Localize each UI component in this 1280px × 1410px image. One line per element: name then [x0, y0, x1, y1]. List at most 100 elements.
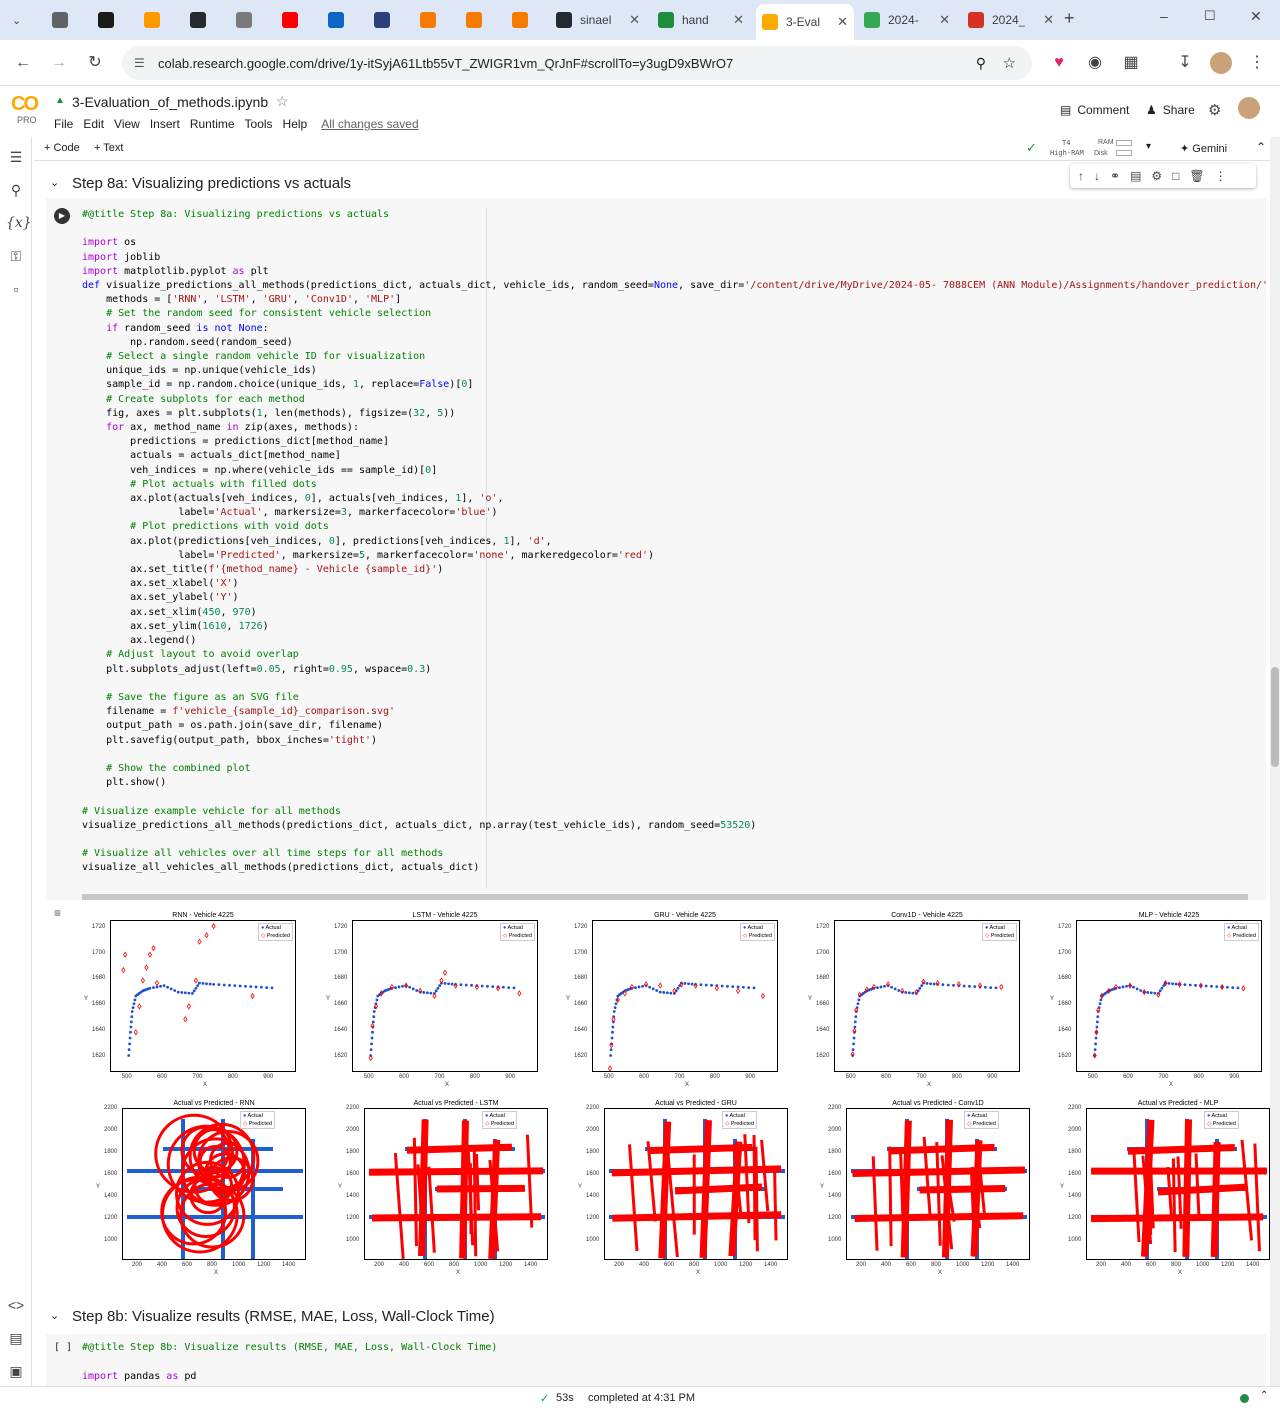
actual-point: [370, 1036, 374, 1040]
y-axis-label: Y: [96, 1184, 101, 1190]
browser-tab[interactable]: [92, 6, 128, 34]
x-tick-label: 1200: [1221, 1262, 1235, 1268]
new-tab-button[interactable]: +: [1064, 8, 1075, 28]
browser-tab[interactable]: [184, 6, 220, 34]
browser-tab[interactable]: hand ✕: [652, 6, 750, 34]
browser-tab[interactable]: [506, 6, 542, 34]
notebook-title[interactable]: 3-Evaluation_of_methods.ipynb: [72, 94, 269, 110]
terminal-icon[interactable]: ▣: [9, 1363, 23, 1379]
key-icon[interactable]: ⚿: [10, 248, 22, 264]
site-info-icon[interactable]: ☰: [134, 56, 145, 70]
pocket-icon[interactable]: ♥: [1054, 54, 1064, 71]
browser-tab[interactable]: 2024_ ✕: [962, 6, 1060, 34]
reload-button[interactable]: ↻: [88, 54, 102, 71]
menu-tools[interactable]: Tools: [244, 117, 273, 131]
minimize-button[interactable]: –: [1160, 8, 1168, 24]
browser-tab[interactable]: 2024- ✕: [858, 6, 956, 34]
menu-runtime[interactable]: Runtime: [189, 117, 235, 131]
avatar[interactable]: [1238, 97, 1260, 119]
menu-file[interactable]: File: [54, 117, 74, 131]
maximize-button[interactable]: ☐: [1204, 8, 1216, 23]
delete-icon[interactable]: 🗑: [1189, 169, 1205, 183]
more-icon[interactable]: ⋮: [1214, 169, 1227, 183]
run-cell-icon[interactable]: ▶: [54, 208, 70, 224]
variables-icon[interactable]: {x}: [6, 215, 32, 231]
y-tick-label: 1000: [1068, 1237, 1082, 1243]
move-up-icon[interactable]: ↑: [1078, 169, 1084, 183]
forward-button[interactable]: →: [51, 54, 67, 71]
toc-icon[interactable]: ☰: [9, 149, 23, 165]
runtime-dropdown[interactable]: ▾: [1146, 141, 1152, 152]
code-cell-8b[interactable]: [ ] #@title Step 8b: Visualize results (…: [46, 1334, 1266, 1386]
tab-close-icon[interactable]: ✕: [733, 12, 744, 27]
profile-avatar[interactable]: [1210, 52, 1232, 74]
tab-search-dropdown[interactable]: ⌄: [6, 6, 36, 34]
browser-tab[interactable]: [276, 6, 312, 34]
browser-menu-icon[interactable]: ⋮: [1249, 54, 1265, 71]
browser-tab[interactable]: 3-Eval ✕: [756, 4, 854, 40]
bookmark-star-icon[interactable]: ☆: [1002, 55, 1016, 72]
settings-icon[interactable]: ⚙: [1151, 169, 1163, 183]
predicted-trajectory: [1148, 1138, 1155, 1229]
save-status-link[interactable]: All changes saved: [321, 117, 419, 131]
browser-tab[interactable]: [460, 6, 496, 34]
search-icon[interactable]: ⚲: [10, 182, 22, 198]
menu-insert[interactable]: Insert: [149, 117, 180, 131]
horizontal-scrollbar[interactable]: [82, 894, 1248, 901]
command-palette-icon[interactable]: ▤: [9, 1330, 23, 1346]
url-input[interactable]: ☰ colab.research.google.com/drive/1y-itS…: [122, 46, 1032, 80]
tab-close-icon[interactable]: ✕: [629, 12, 640, 27]
tab-close-icon[interactable]: ✕: [939, 12, 950, 27]
scatter-plot-5: ● Actual ◇ Predicted: [1076, 920, 1262, 1072]
puzzle-icon[interactable]: ▦: [1123, 54, 1139, 71]
share-button[interactable]: ♟ Share: [1146, 103, 1195, 117]
section-collapse-icon-8b[interactable]: ⌄: [50, 1310, 60, 1322]
output-toggle-icon[interactable]: ≡: [54, 906, 62, 920]
code-cell-8a[interactable]: ▶ #@title Step 8a: Visualizing predictio…: [46, 198, 1270, 908]
zoom-icon[interactable]: ⚲: [975, 54, 986, 71]
x-tick-label: 900: [987, 1074, 998, 1080]
collapse-icon[interactable]: ⌃: [1256, 140, 1267, 154]
mirror-icon[interactable]: □: [1172, 169, 1180, 183]
browser-tab[interactable]: sinael ✕: [550, 6, 646, 34]
tab-close-icon[interactable]: ✕: [837, 14, 848, 29]
add-text-button[interactable]: + Text: [94, 142, 124, 154]
x-tick-label: 1200: [499, 1262, 513, 1268]
predicted-trajectory: [666, 1157, 679, 1258]
predicted-point: [1092, 1052, 1097, 1059]
colab-logo[interactable]: CO: [11, 93, 39, 115]
browser-tab[interactable]: [138, 6, 174, 34]
comment-button[interactable]: ▤ Comment: [1060, 103, 1130, 117]
menu-edit[interactable]: Edit: [83, 117, 105, 131]
add-code-button[interactable]: + Code: [44, 142, 80, 154]
comment-icon[interactable]: ▤: [1130, 169, 1142, 183]
plot-svg: [607, 981, 765, 1072]
status-collapse-icon[interactable]: ⌃: [1260, 1390, 1269, 1401]
code-snippets-icon[interactable]: <>: [7, 1297, 25, 1313]
star-icon[interactable]: ☆: [276, 93, 289, 109]
browser-tab[interactable]: [368, 6, 404, 34]
page-scrollbar[interactable]: [1270, 137, 1280, 1386]
browser-tab[interactable]: [414, 6, 450, 34]
browser-tab[interactable]: [322, 6, 358, 34]
tab-close-icon[interactable]: ✕: [1043, 12, 1054, 27]
menu-help[interactable]: Help: [282, 117, 308, 131]
menu-view[interactable]: View: [114, 117, 140, 131]
extension-icon[interactable]: ◉: [1088, 54, 1102, 71]
predicted-point: [193, 977, 199, 984]
move-down-icon[interactable]: ↓: [1094, 169, 1100, 183]
scrollbar-thumb[interactable]: [1271, 667, 1279, 767]
gear-icon[interactable]: ⚙: [1208, 102, 1222, 119]
browser-tab[interactable]: [46, 6, 82, 34]
close-window-button[interactable]: ✕: [1250, 8, 1262, 24]
actual-point: [613, 1006, 617, 1010]
link-icon[interactable]: ⚭: [1110, 169, 1121, 183]
gemini-button[interactable]: ✦ Gemini: [1180, 143, 1228, 155]
code-editor[interactable]: #@title Step 8a: Visualizing predictions…: [82, 209, 1270, 874]
section-collapse-icon[interactable]: ⌄: [50, 177, 60, 189]
folder-icon[interactable]: ▫: [13, 281, 19, 297]
browser-tab[interactable]: [230, 6, 266, 34]
back-button[interactable]: ←: [15, 54, 31, 71]
download-icon[interactable]: ↧: [1178, 54, 1192, 71]
cell-run-bracket[interactable]: [ ]: [54, 1342, 73, 1353]
